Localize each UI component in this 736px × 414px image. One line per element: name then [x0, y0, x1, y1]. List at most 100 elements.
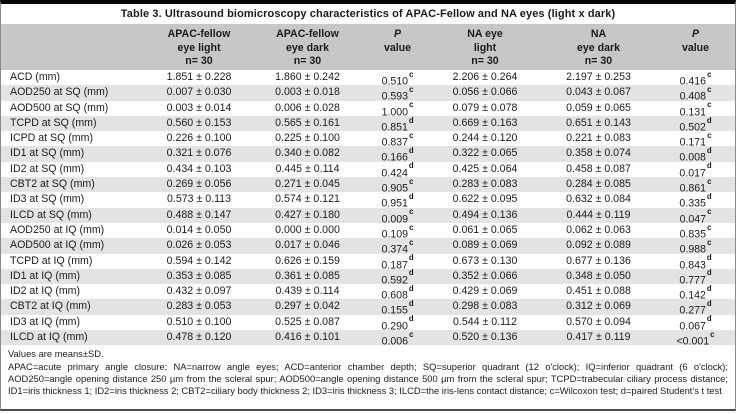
- param-cell: ACD (mm): [10, 71, 61, 83]
- p-value-superscript: d: [706, 299, 712, 309]
- na-dark-cell: 0.284 ± 0.085: [566, 178, 631, 191]
- na-dark-cell: 0.651 ± 0.143: [566, 116, 631, 129]
- na-light-cell: 0.283 ± 0.083: [452, 178, 518, 191]
- na-dark-cell: 0.677 ± 0.136: [566, 254, 631, 267]
- apac-fellow-dark-cell: 0.006 ± 0.028: [275, 101, 340, 114]
- apac-fellow-light-cell: 0.321 ± 0.076: [166, 147, 232, 160]
- apac-fellow-dark-cell: 0.565 ± 0.161: [275, 116, 340, 129]
- table-row: ID1 at IQ (mm) 0.353 ± 0.085 0.361 ± 0.085…: [1, 268, 735, 285]
- p-value-na-cell: 0.861c: [679, 177, 712, 193]
- table-row: TCPD at IQ (mm) 0.594 ± 0.142 0.626 ± 0.15…: [1, 254, 735, 269]
- p-value-superscript: c: [409, 238, 414, 247]
- p-value-superscript: c: [707, 207, 712, 217]
- na-light-cell: 0.244 ± 0.120: [452, 132, 518, 145]
- apac-fellow-light-cell: 0.003 ± 0.014: [166, 101, 232, 114]
- na-light-cell: 0.622 ± 0.095: [452, 193, 518, 206]
- apac-fellow-dark-cell: 0.340 ± 0.082: [275, 147, 340, 160]
- p-value-na-cell: 0.142d: [679, 284, 712, 300]
- p-value-superscript: d: [408, 314, 414, 324]
- p-value-na-cell: 0.777d: [679, 268, 712, 285]
- na-light-cell: 0.673 ± 0.130: [452, 254, 518, 267]
- apac-fellow-light-cell: 0.226 ± 0.100: [166, 132, 232, 145]
- p-value-na-cell: 0.047c: [679, 207, 712, 223]
- param-cell: ID1 at IQ (mm): [10, 269, 81, 282]
- param-cell: CBT2 at IQ (mm): [10, 300, 91, 313]
- apac-fellow-dark-cell: 0.574 ± 0.121: [275, 193, 340, 206]
- p-value-superscript: d: [408, 115, 414, 125]
- p-value-superscript: d: [408, 161, 414, 171]
- p-value-apac-cell: 0.951d: [381, 192, 414, 208]
- p-value-apac-cell: 0.374c: [381, 238, 414, 254]
- param-cell: ILCD at IQ (mm): [10, 331, 88, 344]
- p-value-apac-cell: 0.510c: [381, 70, 414, 86]
- p-value-apac-cell: 0.109c: [381, 222, 414, 239]
- p-value-na-cell: 0.277d: [679, 299, 712, 315]
- apac-fellow-light-cell: 1.851 ± 0.228: [166, 71, 232, 83]
- p-value-apac-cell: 0.593c: [381, 85, 414, 101]
- param-cell: ICPD at SQ (mm): [10, 132, 93, 145]
- na-light-cell: 0.056 ± 0.066: [452, 86, 518, 99]
- p-value-superscript: c: [707, 238, 712, 247]
- table-row: ID2 at IQ (mm) 0.432 ± 0.097 0.439 ± 0.114…: [1, 284, 735, 299]
- table-row: CBT2 at IQ (mm) 0.283 ± 0.053 0.297 ± 0.04…: [1, 299, 735, 315]
- table-row: TCPD at SQ (mm) 0.560 ± 0.153 0.565 ± 0.16…: [1, 115, 735, 132]
- header-apac-fellow-dark: APAC-fellow eye dark n= 30: [276, 28, 339, 68]
- param-cell: AOD250 at SQ (mm): [10, 86, 109, 99]
- p-value-na-cell: 0.416c: [679, 70, 712, 86]
- na-light-cell: 0.429 ± 0.069: [452, 285, 518, 298]
- table-row: AOD250 at IQ (mm) 0.014 ± 0.050 0.000 ± 0.…: [1, 223, 735, 238]
- p-value-superscript: c: [707, 177, 712, 186]
- na-light-cell: 0.352 ± 0.066: [452, 269, 518, 282]
- apac-fellow-dark-cell: 1.860 ± 0.242: [275, 71, 340, 83]
- p-value-na-cell: 0.171c: [679, 131, 712, 147]
- p-value-superscript: d: [706, 192, 712, 201]
- footnote-abbreviations: APAC=acute primary angle closure; NA=nar…: [8, 361, 728, 397]
- p-value-apac-cell: 0.592d: [381, 268, 414, 285]
- apac-fellow-light-cell: 0.026 ± 0.053: [166, 239, 232, 252]
- table-row: AOD500 at SQ (mm) 0.003 ± 0.014 0.006 ± 0.…: [1, 101, 735, 116]
- p-value-na-cell: 0.843d: [679, 253, 712, 269]
- p-value-apac-cell: 0.155d: [381, 299, 414, 315]
- param-cell: AOD250 at IQ (mm): [10, 223, 105, 236]
- p-value-superscript: c: [710, 330, 715, 339]
- na-light-cell: 2.206 ± 0.264: [452, 71, 518, 83]
- p-value-superscript: c: [409, 131, 414, 140]
- apac-fellow-light-cell: 0.594 ± 0.142: [166, 254, 232, 267]
- na-dark-cell: 0.043 ± 0.067: [566, 86, 631, 99]
- param-cell: ID1 at SQ (mm): [10, 147, 85, 160]
- na-dark-cell: 0.444 ± 0.119: [566, 208, 631, 221]
- apac-fellow-dark-cell: 0.445 ± 0.114: [275, 162, 340, 175]
- table-body: ACD (mm) 1.851 ± 0.228 1.860 ± 0.242 0.510c…: [1, 70, 735, 346]
- na-dark-cell: 2.197 ± 0.253: [566, 71, 631, 83]
- apac-fellow-dark-cell: 0.017 ± 0.046: [275, 239, 340, 252]
- p-value-superscript: c: [707, 131, 712, 140]
- p-value-apac-cell: 0.006c: [381, 330, 414, 346]
- p-value-apac-cell: 0.837c: [381, 131, 414, 147]
- param-cell: ID2 at IQ (mm): [10, 285, 81, 298]
- p-value-superscript: c: [409, 222, 414, 232]
- p-value-na-cell: 0.067d: [679, 314, 712, 331]
- apac-fellow-dark-cell: 0.003 ± 0.018: [275, 86, 340, 99]
- p-value-na-cell: 0.988c: [679, 238, 712, 254]
- na-dark-cell: 0.092 ± 0.089: [566, 239, 631, 252]
- p-value-na-cell: 0.502d: [679, 115, 712, 132]
- na-light-cell: 0.298 ± 0.083: [452, 300, 518, 313]
- p-value-superscript: d: [408, 192, 414, 201]
- param-cell: ID3 at IQ (mm): [10, 315, 81, 328]
- p-value-apac-cell: 0.187d: [381, 253, 414, 269]
- header-param-column: [1, 28, 149, 70]
- p-value-superscript: c: [409, 207, 414, 217]
- p-value-apac-cell: 1.000c: [381, 100, 414, 116]
- table-row: ILCD at SQ (mm) 0.488 ± 0.147 0.427 ± 0.18…: [1, 207, 735, 223]
- na-dark-cell: 0.451 ± 0.088: [566, 285, 631, 298]
- p-value-na-cell: 0.017d: [679, 161, 712, 178]
- param-cell: TCPD at SQ (mm): [10, 116, 97, 129]
- apac-fellow-light-cell: 0.434 ± 0.103: [166, 162, 232, 175]
- p-value-superscript: d: [408, 253, 414, 263]
- p-value-na-cell: 0.835c: [679, 222, 712, 239]
- param-cell: TCPD at IQ (mm): [10, 254, 93, 267]
- table-row: CBT2 at SQ (mm) 0.269 ± 0.056 0.271 ± 0.04…: [1, 177, 735, 193]
- p-value-superscript: c: [707, 85, 712, 94]
- p-value-superscript: c: [707, 100, 712, 110]
- p-value-na-cell: 0.008d: [679, 146, 712, 162]
